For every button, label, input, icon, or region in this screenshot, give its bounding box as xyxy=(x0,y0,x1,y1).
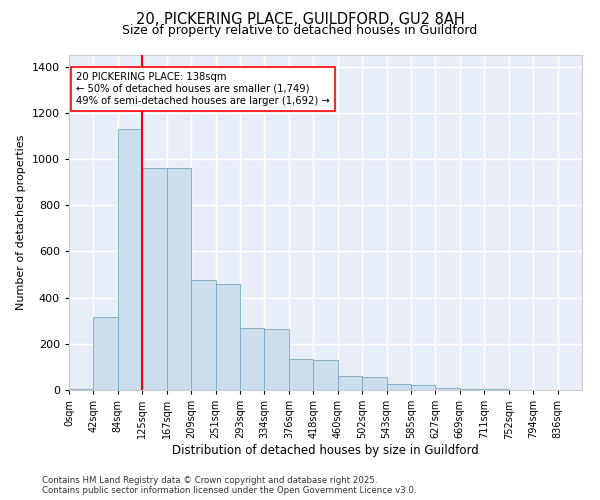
Bar xyxy=(94,317,118,390)
Bar xyxy=(240,328,265,390)
Bar xyxy=(167,168,191,390)
Text: Contains HM Land Registry data © Crown copyright and database right 2025.
Contai: Contains HM Land Registry data © Crown c… xyxy=(42,476,416,495)
Bar xyxy=(69,389,94,390)
Text: 20 PICKERING PLACE: 138sqm
← 50% of detached houses are smaller (1,749)
49% of s: 20 PICKERING PLACE: 138sqm ← 50% of deta… xyxy=(76,72,330,106)
Bar xyxy=(460,389,484,390)
Bar xyxy=(313,360,338,390)
Y-axis label: Number of detached properties: Number of detached properties xyxy=(16,135,26,310)
Bar xyxy=(436,388,460,390)
Bar xyxy=(362,376,386,390)
Bar xyxy=(386,384,411,390)
Bar xyxy=(338,376,362,390)
Bar xyxy=(265,329,289,390)
X-axis label: Distribution of detached houses by size in Guildford: Distribution of detached houses by size … xyxy=(172,444,479,457)
Text: 20, PICKERING PLACE, GUILDFORD, GU2 8AH: 20, PICKERING PLACE, GUILDFORD, GU2 8AH xyxy=(136,12,464,28)
Bar xyxy=(142,168,167,390)
Bar xyxy=(118,129,142,390)
Bar xyxy=(289,360,313,390)
Text: Size of property relative to detached houses in Guildford: Size of property relative to detached ho… xyxy=(122,24,478,37)
Bar xyxy=(215,284,240,390)
Bar xyxy=(411,385,436,390)
Bar xyxy=(191,280,215,390)
